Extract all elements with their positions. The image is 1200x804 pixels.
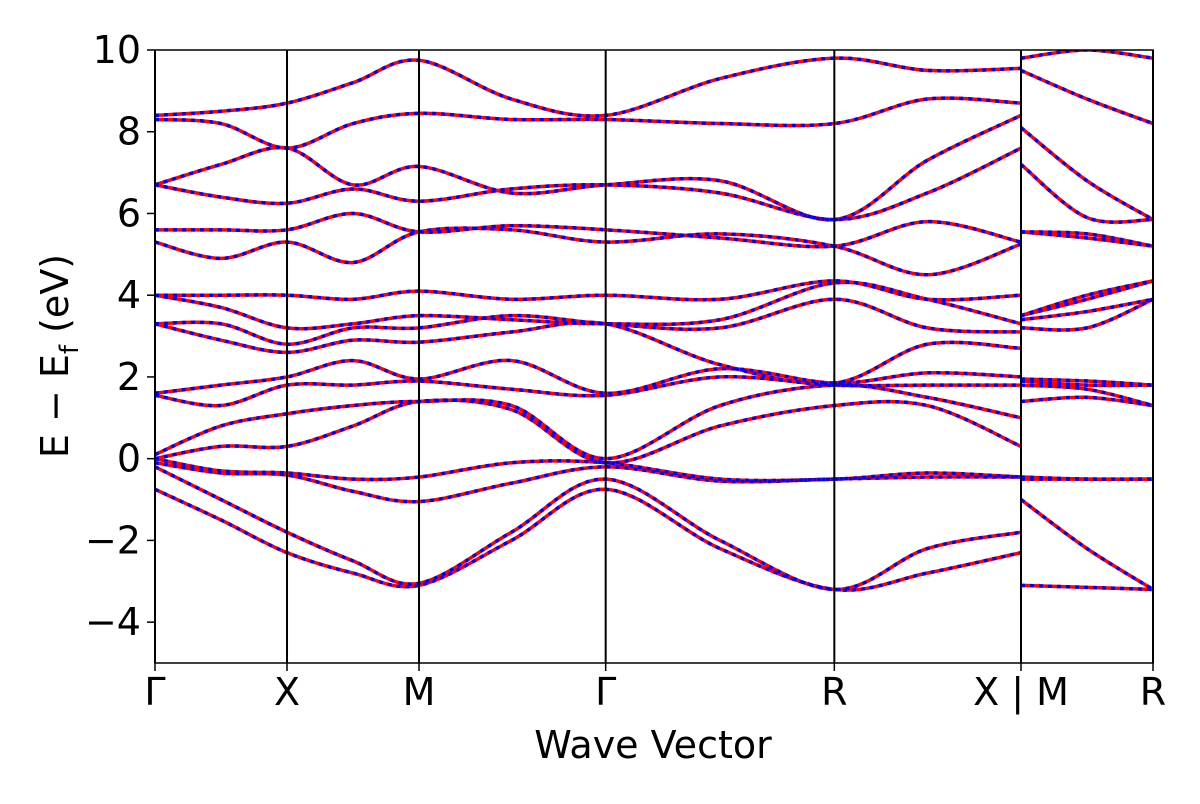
band-dashed (155, 297, 1153, 386)
band-line (155, 383, 1153, 461)
band-dashed (155, 297, 1153, 346)
y-tick-label: −2 (85, 518, 141, 562)
x-tick-label: M (403, 670, 436, 714)
band-dashed (155, 50, 1153, 118)
band-line (155, 50, 1153, 118)
band-line (155, 211, 1153, 249)
y-axis-label: E − Ef (eV) (33, 254, 85, 458)
band-dashed (155, 146, 1153, 224)
y-tick-label: 0 (117, 437, 141, 481)
band-dashed (155, 211, 1153, 249)
y-label-main: E − E (33, 354, 77, 458)
band-dashed (155, 358, 1153, 396)
y-tick-label: −4 (85, 600, 141, 644)
x-tick-label: R (821, 670, 847, 714)
band-dashed (155, 279, 1153, 331)
band-dashed (155, 374, 1153, 408)
x-tick-label: Γ (144, 670, 165, 714)
band-dashed (155, 465, 1153, 592)
band-dashed (155, 487, 1153, 592)
y-tick-label: 8 (117, 110, 141, 154)
x-tick-label: X | M (973, 670, 1069, 715)
band-dashed (155, 456, 1153, 483)
x-tick-label: X (274, 670, 300, 714)
y-label-unit: (eV) (33, 254, 77, 345)
bands (155, 50, 1153, 592)
band-line (155, 68, 1153, 150)
band-dashed (155, 383, 1153, 461)
y-tick-label: 2 (117, 355, 141, 399)
band-dashed (155, 226, 1153, 277)
band-line (155, 465, 1153, 592)
band-line (155, 374, 1153, 408)
band-dashed (155, 113, 1153, 222)
y-tick-label: 6 (117, 191, 141, 235)
band-line (155, 113, 1153, 222)
band-dashed (155, 68, 1153, 150)
x-axis-label: Wave Vector (534, 723, 772, 767)
band-line (155, 279, 1153, 318)
plot-frame (154, 49, 1154, 664)
y-label-sub: f (55, 344, 85, 354)
band-line (155, 279, 1153, 331)
x-tick-label: R (1140, 670, 1166, 714)
x-tick-label: Γ (595, 670, 616, 714)
y-tick-label: 10 (93, 28, 141, 72)
band-dashed (155, 395, 1153, 465)
y-tick-label: 4 (117, 273, 141, 317)
